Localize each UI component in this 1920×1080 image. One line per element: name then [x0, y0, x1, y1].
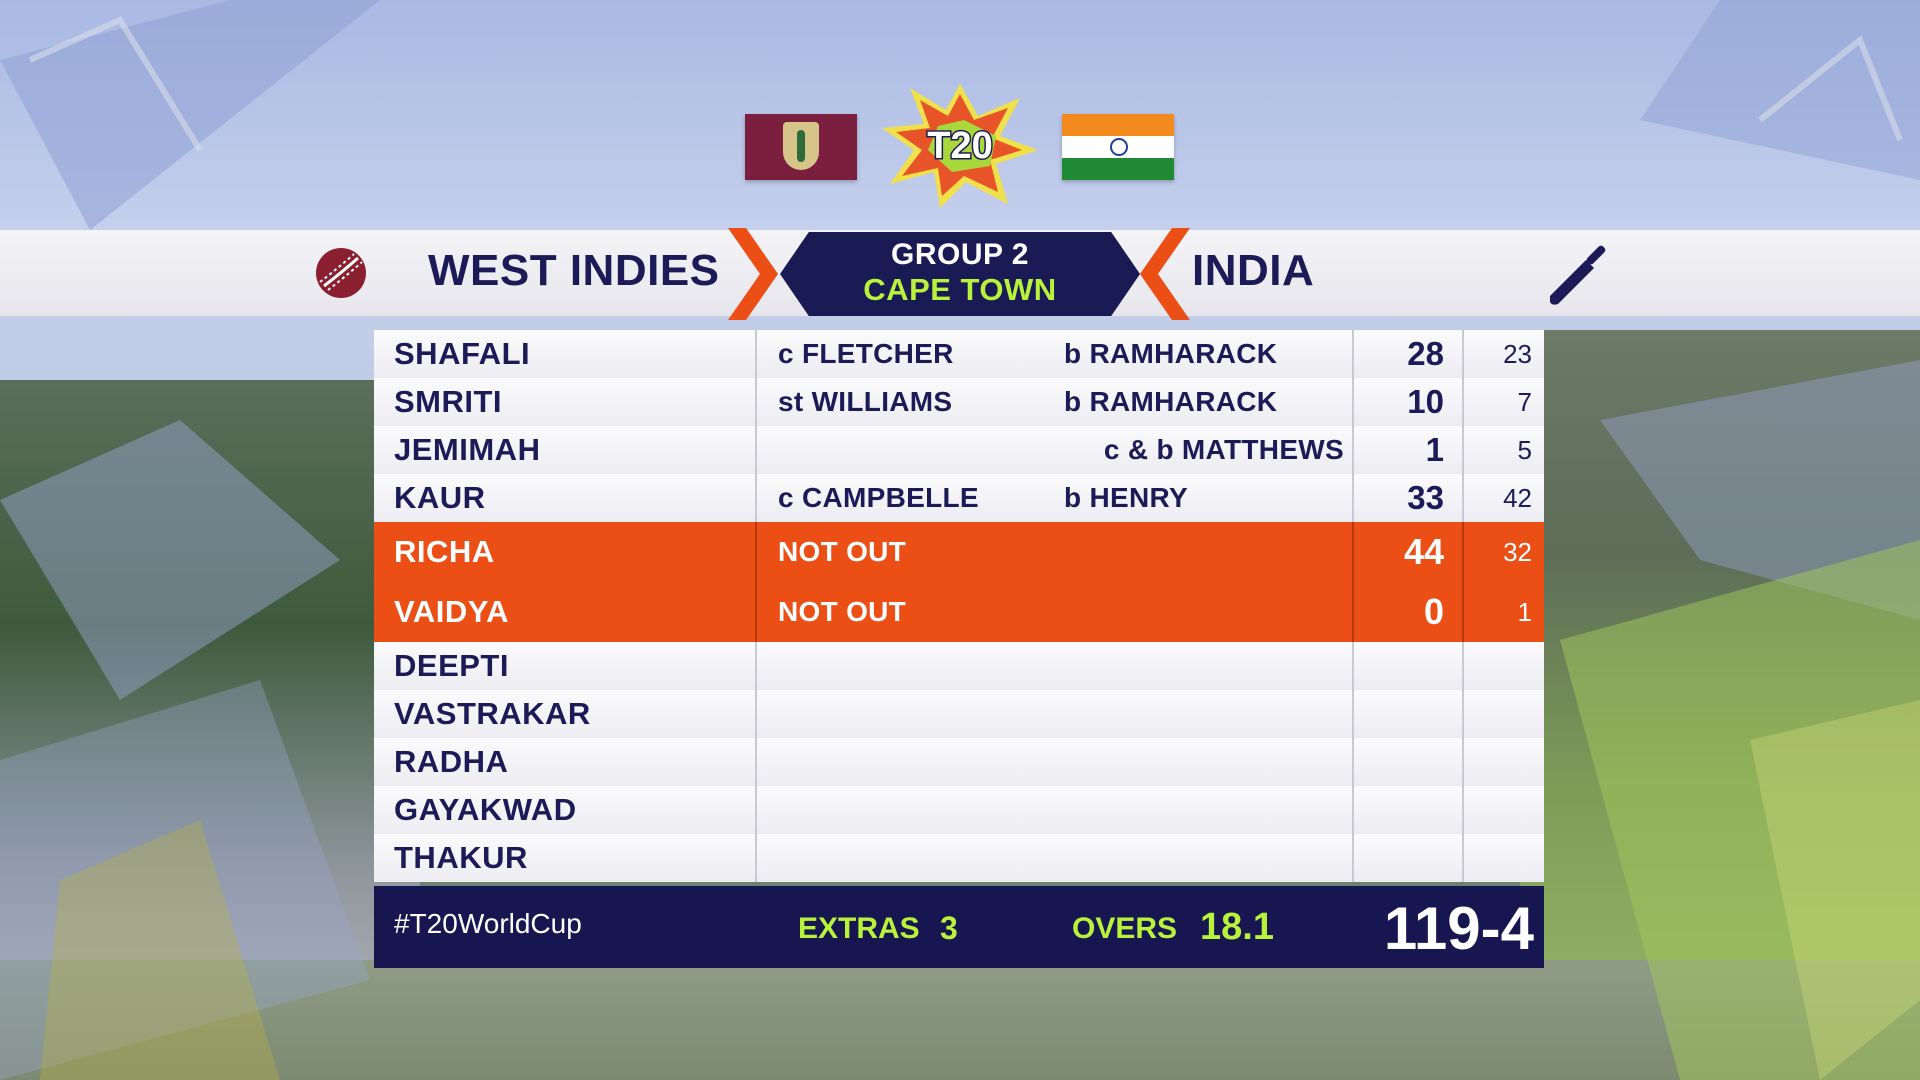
- batter-runs: 10: [1407, 383, 1444, 420]
- venue-label: CAPE TOWN: [863, 272, 1057, 307]
- batter-name: RICHA: [394, 534, 495, 569]
- dismissal-fielder: c CAMPBELLE: [778, 482, 979, 513]
- batter-name: VASTRAKAR: [394, 696, 591, 731]
- batter-balls: 1: [1517, 596, 1532, 627]
- dismissal-status: NOT OUT: [778, 536, 907, 567]
- overs-value: 18.1: [1200, 906, 1274, 948]
- svg-text:T20: T20: [927, 125, 992, 167]
- batter-name: RADHA: [394, 744, 509, 779]
- dismissal-bowler: b HENRY: [1064, 482, 1188, 513]
- batter-name: DEEPTI: [394, 648, 509, 683]
- t20-world-cup-logo: T20: [882, 84, 1038, 208]
- batter-name: VAIDYA: [394, 594, 509, 629]
- extras-label: EXTRAS: [798, 912, 920, 945]
- dismissal-status: NOT OUT: [778, 596, 907, 627]
- west-indies-flag: [745, 114, 857, 180]
- cricket-ball-icon: [316, 248, 366, 298]
- dismissal-fielder: st WILLIAMS: [778, 386, 953, 417]
- batter-row-yet-to-bat: DEEPTI: [374, 642, 1544, 690]
- dismissal-bowler: b RAMHARACK: [1064, 386, 1278, 417]
- batter-name: THAKUR: [394, 840, 528, 875]
- batter-runs: 28: [1407, 335, 1444, 372]
- batter-runs: 1: [1425, 431, 1444, 468]
- batter-balls: 32: [1503, 536, 1532, 567]
- batter-name: JEMIMAH: [394, 432, 541, 467]
- batter-balls: 23: [1503, 338, 1532, 369]
- group-venue-badge: [780, 232, 1140, 316]
- batter-name: SHAFALI: [394, 336, 531, 371]
- batter-runs: 0: [1423, 591, 1444, 632]
- ashoka-chakra-icon: [1110, 138, 1128, 156]
- hashtag: #T20WorldCup: [394, 908, 582, 939]
- dismissal-bowler: c & b MATTHEWS: [1103, 434, 1344, 465]
- batter-row-not-out: RICHA NOT OUT 44 32: [374, 522, 1544, 582]
- batter-row: JEMIMAH c & b MATTHEWS 1 5: [374, 426, 1544, 474]
- india-flag: [1062, 114, 1174, 180]
- batting-team-name: INDIA: [1192, 246, 1315, 295]
- batter-runs: 44: [1403, 531, 1444, 572]
- batter-balls: 7: [1517, 386, 1532, 417]
- batter-name: KAUR: [394, 480, 486, 515]
- batter-row-yet-to-bat: RADHA: [374, 738, 1544, 786]
- batting-scorecard: SHAFALI c FLETCHER b RAMHARACK 28 23 SMR…: [374, 330, 1544, 968]
- bowling-team-name: WEST INDIES: [428, 246, 720, 295]
- cricket-bat-icon: [1550, 245, 1606, 305]
- team-total-score: 119-4: [1383, 895, 1534, 962]
- batter-row-yet-to-bat: GAYAKWAD: [374, 786, 1544, 834]
- batter-name: SMRITI: [394, 384, 503, 419]
- group-label: GROUP 2: [891, 238, 1029, 271]
- batter-name: GAYAKWAD: [394, 792, 577, 827]
- right-chevron-icon: [1140, 228, 1190, 320]
- dismissal-bowler: b RAMHARACK: [1064, 338, 1278, 369]
- extras-value: 3: [940, 910, 958, 946]
- batter-row-not-out: VAIDYA NOT OUT 0 1: [374, 582, 1544, 642]
- stadium-bottom-stand: [0, 960, 1920, 1080]
- batter-balls: 42: [1503, 482, 1532, 513]
- left-chevron-icon: [728, 228, 778, 320]
- overs-label: OVERS: [1072, 912, 1178, 945]
- batter-runs: 33: [1407, 479, 1444, 516]
- innings-summary-bar: #T20WorldCup EXTRAS 3 OVERS 18.1 119-4: [374, 886, 1544, 968]
- batter-row: SHAFALI c FLETCHER b RAMHARACK 28 23: [374, 330, 1544, 378]
- dismissal-fielder: c FLETCHER: [778, 338, 954, 369]
- batter-balls: 5: [1517, 434, 1532, 465]
- batter-row: SMRITI st WILLIAMS b RAMHARACK 10 7: [374, 378, 1544, 426]
- west-indies-emblem-icon: [783, 122, 819, 170]
- batter-row: KAUR c CAMPBELLE b HENRY 33 42: [374, 474, 1544, 522]
- batter-row-yet-to-bat: VASTRAKAR: [374, 690, 1544, 738]
- batter-row-yet-to-bat: THAKUR: [374, 834, 1544, 882]
